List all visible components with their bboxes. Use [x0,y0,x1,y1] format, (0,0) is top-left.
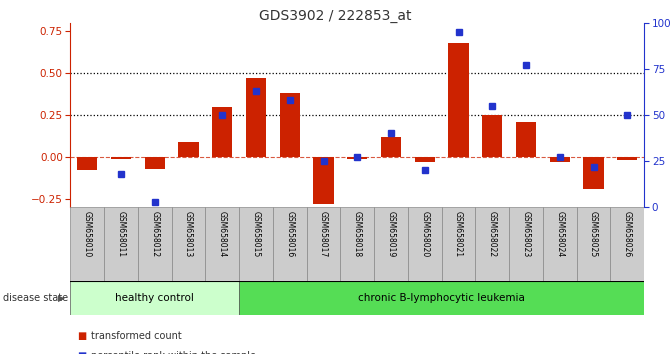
Bar [448,43,468,157]
Bar [415,157,435,162]
Bar [307,207,340,281]
Bar [111,157,132,159]
Text: GSM658020: GSM658020 [420,211,429,257]
Text: GSM658019: GSM658019 [386,211,396,257]
Bar [476,207,509,281]
Text: percentile rank within the sample: percentile rank within the sample [91,351,256,354]
Bar [482,115,503,157]
Bar [381,137,401,157]
Bar [374,207,408,281]
Text: ■: ■ [77,351,87,354]
Bar [172,207,205,281]
Text: GSM658012: GSM658012 [150,211,159,257]
Text: GSM658016: GSM658016 [285,211,295,257]
Text: GSM658014: GSM658014 [218,211,227,257]
Bar [340,207,374,281]
Text: GSM658022: GSM658022 [488,211,497,257]
Text: GSM658024: GSM658024 [556,211,564,257]
Bar [77,157,97,170]
Bar [516,122,536,157]
Bar [70,281,239,315]
Text: GSM658026: GSM658026 [623,211,632,257]
Bar [138,207,172,281]
Bar [239,281,644,315]
Text: disease state: disease state [3,293,68,303]
Text: chronic B-lymphocytic leukemia: chronic B-lymphocytic leukemia [358,293,525,303]
Text: GSM658025: GSM658025 [589,211,598,257]
Bar [611,207,644,281]
Bar [442,207,476,281]
Text: GSM658010: GSM658010 [83,211,92,257]
Bar [178,142,199,157]
Bar [550,157,570,162]
Text: ■: ■ [77,331,87,341]
Bar [408,207,442,281]
Bar [239,207,273,281]
Bar [509,207,543,281]
Bar [145,157,165,169]
Bar [313,157,333,204]
Bar [583,157,604,189]
Bar [617,157,637,160]
Bar [70,207,104,281]
Bar [212,107,232,157]
Text: GSM658018: GSM658018 [353,211,362,257]
Text: GSM658017: GSM658017 [319,211,328,257]
Bar [246,78,266,157]
Bar [205,207,239,281]
Bar [543,207,576,281]
Text: GSM658013: GSM658013 [184,211,193,257]
Bar [347,157,368,159]
Text: GSM658011: GSM658011 [117,211,125,257]
Text: transformed count: transformed count [91,331,181,341]
Bar [273,207,307,281]
Text: GSM658015: GSM658015 [252,211,260,257]
Text: GDS3902 / 222853_at: GDS3902 / 222853_at [259,9,412,23]
Text: ▶: ▶ [58,294,65,303]
Text: GSM658023: GSM658023 [521,211,531,257]
Bar [576,207,611,281]
Bar [104,207,138,281]
Text: healthy control: healthy control [115,293,195,303]
Text: GSM658021: GSM658021 [454,211,463,257]
Bar [280,93,300,157]
